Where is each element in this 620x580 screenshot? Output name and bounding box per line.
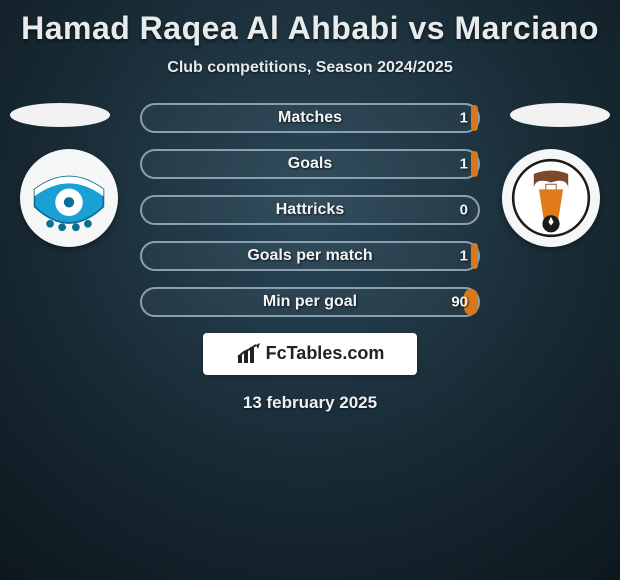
subtitle: Club competitions, Season 2024/2025	[0, 59, 620, 77]
player2-badge	[502, 149, 600, 247]
player2-flag	[510, 103, 610, 127]
stat-bar-track	[140, 195, 480, 225]
player1-flag	[10, 103, 110, 127]
stat-bar-fill-player2	[471, 151, 478, 177]
player1-badge-circle	[20, 149, 118, 247]
stat-row: Hattricks0	[140, 195, 480, 225]
stat-bar-track	[140, 103, 480, 133]
branding-badge: FcTables.com	[203, 333, 417, 375]
stat-value-player2: 90	[451, 293, 468, 310]
stat-value-player2: 1	[460, 109, 468, 126]
stat-row: Matches1	[140, 103, 480, 133]
branding-text: FcTables.com	[266, 343, 385, 364]
stat-bar-fill-player2	[471, 243, 478, 269]
stat-bar-track	[140, 241, 480, 271]
player2-badge-circle	[502, 149, 600, 247]
player1-crest-icon	[26, 155, 112, 241]
stat-row: Min per goal90	[140, 287, 480, 317]
stat-bar-track	[140, 287, 480, 317]
stat-value-player2: 1	[460, 247, 468, 264]
comparison-card: Hamad Raqea Al Ahbabi vs Marciano Club c…	[0, 0, 620, 413]
stat-bar-track	[140, 149, 480, 179]
stat-row: Goals1	[140, 149, 480, 179]
date-label: 13 february 2025	[0, 393, 620, 413]
stat-bar-fill-player2	[471, 105, 478, 131]
chart-icon	[236, 343, 262, 365]
player1-badge	[20, 149, 118, 247]
stat-row: Goals per match1	[140, 241, 480, 271]
page-title: Hamad Raqea Al Ahbabi vs Marciano	[0, 6, 620, 49]
stat-bars: Matches1 Goals1 Hattricks0 Goals per match1…	[140, 103, 480, 317]
stat-value-player2: 0	[460, 201, 468, 218]
main-area: Matches1 Goals1 Hattricks0 Goals per match1…	[0, 103, 620, 317]
stat-value-player2: 1	[460, 155, 468, 172]
player2-crest-icon	[508, 155, 594, 241]
